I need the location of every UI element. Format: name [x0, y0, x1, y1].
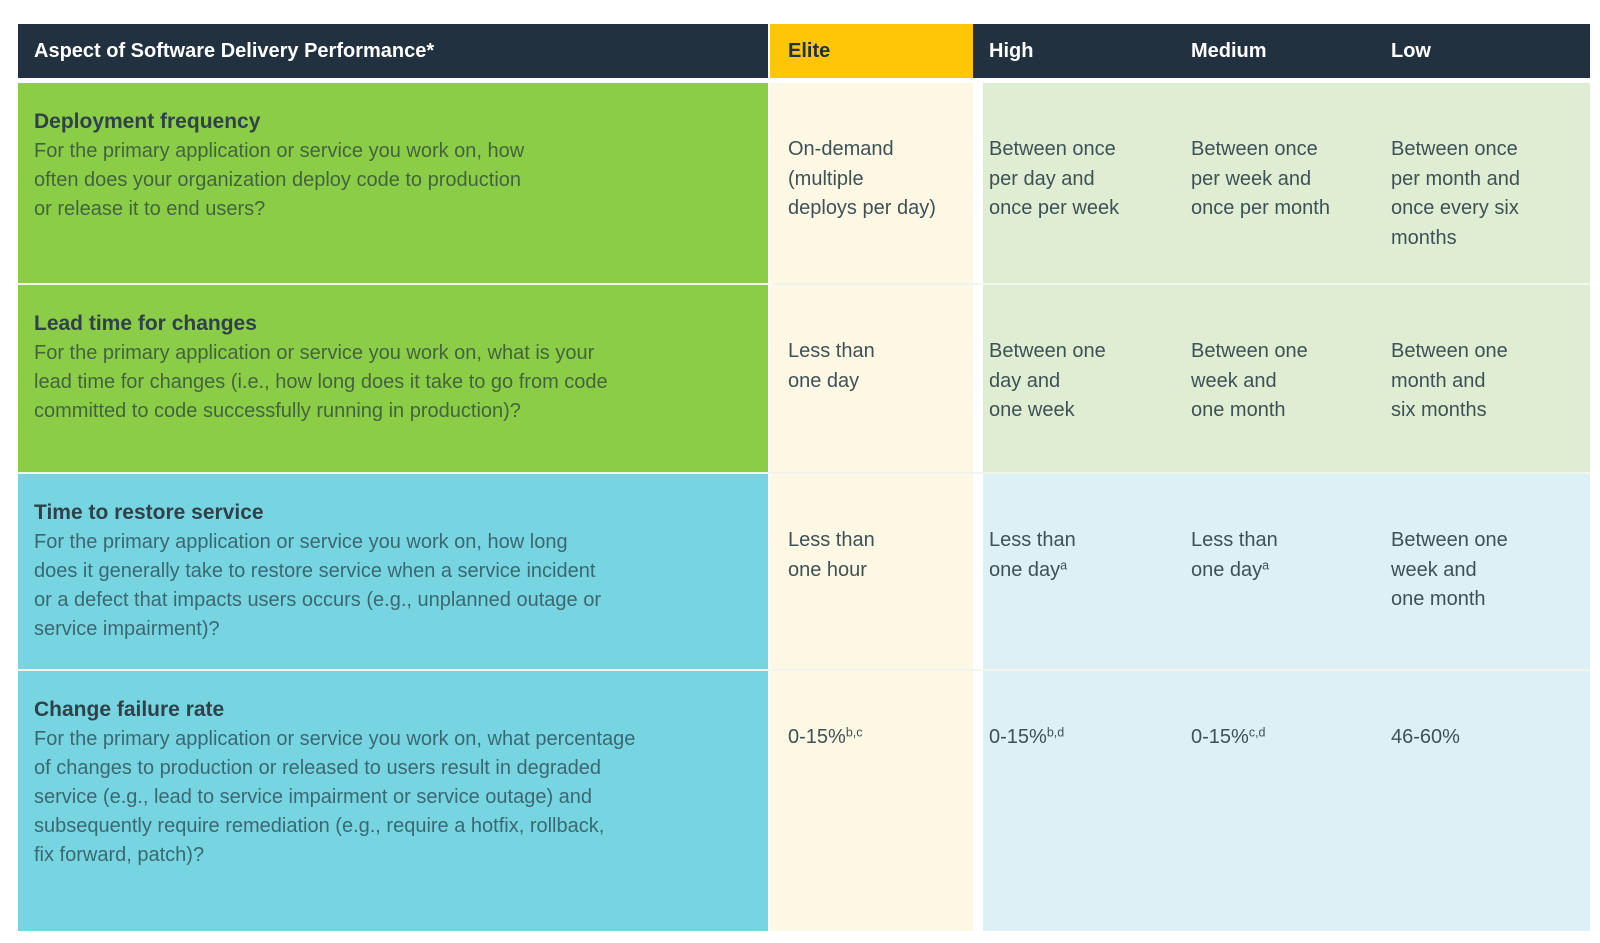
row-deployment-frequency: Deployment frequency For the primary app…	[18, 83, 1590, 283]
aspect-cell: Deployment frequency For the primary app…	[18, 83, 768, 283]
cell-medium: 0-15%c,d	[1185, 671, 1385, 931]
cell-elite: 0-15%b,c	[770, 671, 973, 931]
metric-question: For the primary application or service y…	[34, 531, 601, 640]
cell-low: Between one month and six months	[1385, 285, 1590, 472]
footnote-marker: b,c	[845, 725, 863, 740]
footnote-marker: a	[1060, 558, 1068, 573]
row-time-to-restore-service: Time to restore service For the primary …	[18, 472, 1590, 669]
cell-value: Between one day and one week	[989, 340, 1106, 421]
cell-value: Between one month and six months	[1391, 340, 1508, 421]
cell-value: Less than one day	[989, 529, 1076, 581]
cell-elite: Less than one day	[770, 285, 973, 472]
cell-value: 46-60%	[1391, 726, 1460, 748]
header-levels-block: High Medium Low	[973, 24, 1590, 78]
footnote-marker: b,d	[1046, 725, 1065, 740]
cell-medium: Between once per week and once per month	[1185, 83, 1385, 283]
metric-question: For the primary application or service y…	[34, 140, 525, 220]
cell-elite: On-demand (multiple deploys per day)	[770, 83, 973, 283]
aspect-cell: Time to restore service For the primary …	[18, 474, 768, 669]
cell-value: Less than one hour	[788, 529, 875, 581]
cell-medium: Between one week and one month	[1185, 285, 1385, 472]
metric-title: Deployment frequency	[34, 110, 261, 133]
footnote-marker: a	[1262, 558, 1270, 573]
cell-high: Between once per day and once per week	[983, 83, 1185, 283]
column-header-low: Low	[1391, 40, 1431, 62]
metric-question: For the primary application or service y…	[34, 342, 608, 422]
cell-value: Less than one day	[1191, 529, 1278, 581]
cell-high: Between one day and one week	[983, 285, 1185, 472]
footnote-marker: c,d	[1248, 725, 1266, 740]
cell-low: Between once per month and once every si…	[1385, 83, 1590, 283]
cell-value: Between once per week and once per month	[1191, 138, 1330, 219]
cell-value: Less than one day	[788, 340, 875, 392]
cell-high: Less than one daya	[983, 474, 1185, 669]
cell-medium: Less than one daya	[1185, 474, 1385, 669]
column-header-medium: Medium	[1191, 40, 1267, 62]
column-header-high: High	[989, 40, 1034, 62]
table-header-row: Aspect of Software Delivery Performance*…	[18, 24, 1590, 78]
aspect-cell: Lead time for changes For the primary ap…	[18, 285, 768, 472]
cell-value: Between once per month and once every si…	[1391, 138, 1520, 249]
table-body: Deployment frequency For the primary app…	[18, 83, 1590, 931]
cell-elite: Less than one hour	[770, 474, 973, 669]
row-lead-time-for-changes: Lead time for changes For the primary ap…	[18, 283, 1590, 472]
cell-low: 46-60%	[1385, 671, 1590, 931]
metric-title: Change failure rate	[34, 698, 225, 721]
cell-value: 0-15%	[989, 726, 1047, 748]
software-delivery-performance-table: Aspect of Software Delivery Performance*…	[18, 24, 1590, 931]
header-aspect-label: Aspect of Software Delivery Performance*	[18, 24, 768, 78]
aspect-cell: Change failure rate For the primary appl…	[18, 671, 768, 931]
cell-value: Between one week and one month	[1191, 340, 1308, 421]
metric-title: Time to restore service	[34, 501, 264, 524]
cell-value: 0-15%	[1191, 726, 1249, 748]
column-header-elite: Elite	[770, 24, 973, 78]
metric-question: For the primary application or service y…	[34, 728, 636, 866]
cell-value: Between one week and one month	[1391, 529, 1508, 610]
cell-value: 0-15%	[788, 726, 846, 748]
metric-title: Lead time for changes	[34, 312, 257, 335]
cell-low: Between one week and one month	[1385, 474, 1590, 669]
cell-value: On-demand (multiple deploys per day)	[788, 138, 936, 219]
row-change-failure-rate: Change failure rate For the primary appl…	[18, 669, 1590, 931]
cell-high: 0-15%b,d	[983, 671, 1185, 931]
cell-value: Between once per day and once per week	[989, 138, 1120, 219]
